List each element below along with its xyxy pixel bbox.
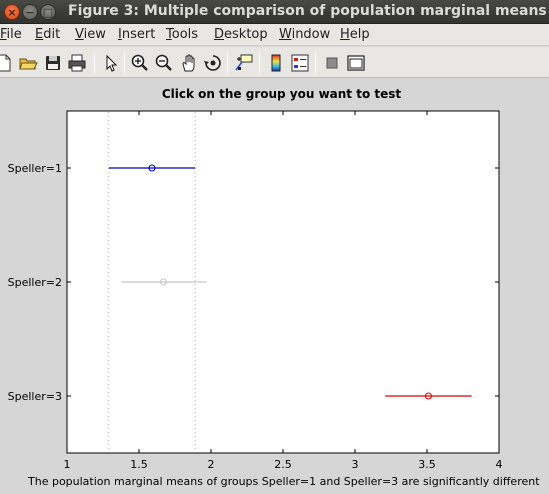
save-icon[interactable] [43,53,63,73]
x-axis-ticks: 1 1.5 2 2.5 3 3.5 4 [64,111,503,471]
x-tick-label: 3 [352,458,359,471]
rotate-3d-icon[interactable] [203,53,223,73]
mean-marker-group-1[interactable] [148,164,156,172]
menu-view[interactable]: View [75,27,106,42]
print-icon[interactable] [67,53,87,73]
y-tick-label-group-3[interactable]: Speller=3 [8,390,62,403]
maximize-window-button[interactable]: □ [40,4,56,20]
minimize-window-button[interactable]: − [22,4,38,20]
y-axis-ticks: Speller=1 Speller=2 Speller=3 [8,162,499,403]
colorbar-icon[interactable] [266,53,286,73]
menu-insert[interactable]: Insert [118,27,156,42]
x-tick-label: 3.5 [418,458,436,471]
toolbar-separator [259,52,260,74]
window-title: Figure 3: Multiple comparison of populat… [68,3,547,19]
menu-file[interactable]: File [0,27,22,42]
mean-marker-group-2[interactable] [159,278,168,286]
zoom-in-icon[interactable] [130,53,150,73]
menu-desktop[interactable]: Desktop [214,27,268,42]
toolbar-separator [94,52,95,74]
plot-title: Click on the group you want to test [161,87,402,101]
reference-lines [108,112,196,452]
menu-tools[interactable]: Tools [166,27,199,42]
show-plot-tools-icon[interactable] [346,53,366,73]
toolbar-separator [124,52,125,74]
mean-marker-group-3[interactable] [424,392,432,400]
group-intervals[interactable] [108,164,472,400]
zoom-out-icon[interactable] [154,53,174,73]
significance-message: The population marginal means of groups … [28,475,540,488]
x-tick-label: 1.5 [130,458,148,471]
menu-help[interactable]: Help [340,27,370,42]
menu-bar: File Edit View Insert Tools Desktop Wind… [0,24,549,46]
figure-toolbar [0,47,549,78]
toolbar-separator [315,52,316,74]
data-cursor-icon[interactable] [234,53,254,73]
pointer-icon[interactable] [101,53,121,73]
y-tick-label-group-2[interactable]: Speller=2 [8,276,62,289]
y-tick-label-group-1[interactable]: Speller=1 [8,162,62,175]
x-tick-label: 4 [496,458,503,471]
hide-plot-tools-icon[interactable] [322,53,342,73]
x-tick-label: 2 [208,458,215,471]
pan-hand-icon[interactable] [179,53,199,73]
toolbar-separator [227,52,228,74]
close-window-button[interactable]: × [4,4,20,20]
menu-window[interactable]: Window [279,27,331,42]
x-tick-label: 2.5 [274,458,292,471]
open-folder-icon[interactable] [18,53,38,73]
x-tick-label: 1 [64,458,71,471]
legend-icon[interactable] [290,53,310,73]
menu-edit[interactable]: Edit [35,27,61,42]
new-file-icon[interactable] [0,53,14,73]
window-titlebar: × − □ Figure 3: Multiple comparison of p… [0,0,549,24]
